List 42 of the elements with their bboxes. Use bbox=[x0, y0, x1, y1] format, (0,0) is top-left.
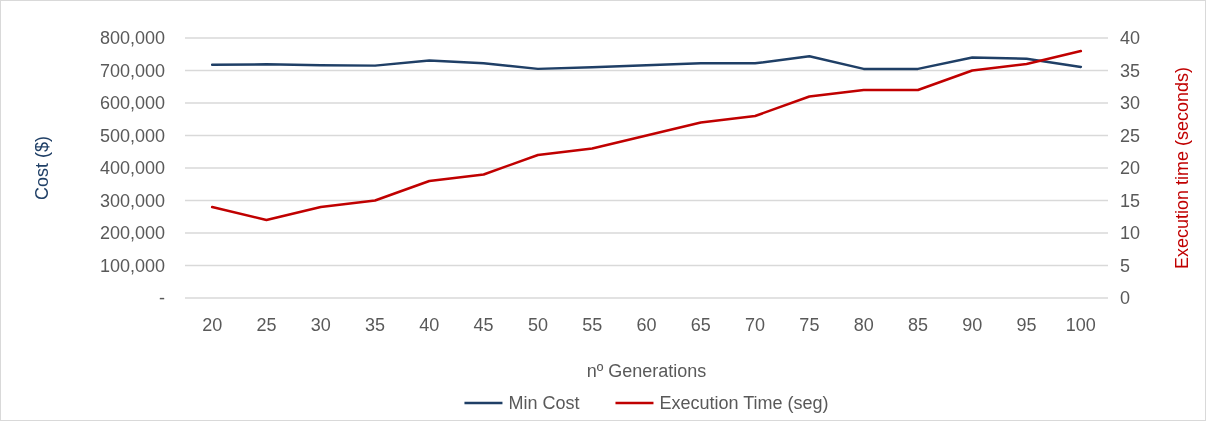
x-tick-label: 95 bbox=[1016, 314, 1037, 335]
y-tick-label: 400,000 bbox=[99, 158, 165, 179]
x-tick-label: 75 bbox=[799, 314, 820, 335]
x-tick-label: 60 bbox=[636, 314, 657, 335]
y-tick-label: - bbox=[159, 288, 165, 309]
legend-label: Min Cost bbox=[508, 393, 580, 413]
x-axis-title: nº Generations bbox=[586, 361, 707, 381]
y-tick-label: 600,000 bbox=[99, 93, 165, 114]
x-tick-label: 50 bbox=[527, 314, 548, 335]
y2-tick-label: 5 bbox=[1120, 255, 1131, 276]
x-tick-label: 45 bbox=[473, 314, 494, 335]
y-axis-title: Cost ($) bbox=[32, 135, 52, 201]
y2-tick-label: 20 bbox=[1120, 158, 1141, 179]
y-tick-label: 500,000 bbox=[99, 125, 165, 146]
line-series bbox=[210, 54, 1083, 71]
y-tick-label: 300,000 bbox=[99, 190, 165, 211]
x-tick-label: 30 bbox=[310, 314, 331, 335]
y2-axis-title: Execution time (seconds) bbox=[1172, 66, 1192, 270]
y2-tick-label: 10 bbox=[1120, 223, 1141, 244]
x-tick-label: 90 bbox=[962, 314, 983, 335]
x-tick-label: 100 bbox=[1065, 314, 1096, 335]
y2-tick-label: 0 bbox=[1120, 288, 1131, 309]
y2-tick-label: 40 bbox=[1120, 28, 1141, 49]
legend-label: Execution Time (seg) bbox=[659, 393, 829, 413]
line-series bbox=[210, 49, 1083, 222]
x-tick-label: 40 bbox=[419, 314, 440, 335]
x-tick-label: 80 bbox=[853, 314, 874, 335]
y-tick-label: 800,000 bbox=[99, 28, 165, 49]
x-tick-label: 85 bbox=[907, 314, 928, 335]
y-tick-label: 100,000 bbox=[99, 255, 165, 276]
x-tick-label: 70 bbox=[745, 314, 766, 335]
y2-tick-label: 15 bbox=[1120, 190, 1141, 211]
y2-tick-label: 25 bbox=[1120, 125, 1141, 146]
x-tick-label: 35 bbox=[365, 314, 386, 335]
x-tick-label: 25 bbox=[256, 314, 277, 335]
x-tick-label: 65 bbox=[690, 314, 711, 335]
x-tick-label: 20 bbox=[202, 314, 223, 335]
y-tick-label: 200,000 bbox=[99, 223, 165, 244]
y-tick-label: 700,000 bbox=[99, 60, 165, 81]
y2-tick-label: 35 bbox=[1120, 60, 1141, 81]
x-tick-label: 55 bbox=[582, 314, 603, 335]
y2-tick-label: 30 bbox=[1120, 93, 1141, 114]
